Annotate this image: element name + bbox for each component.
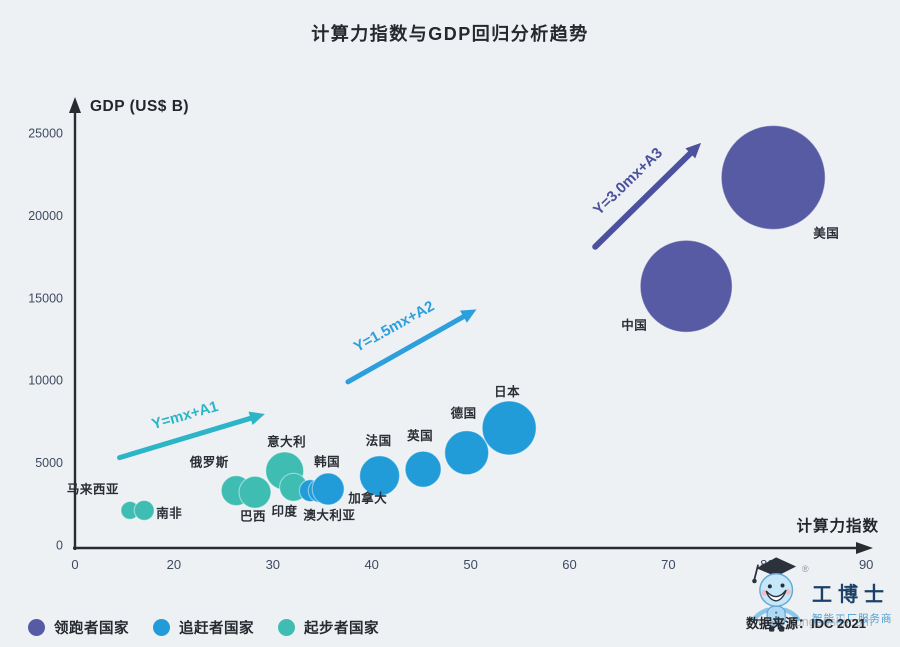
country-label: 澳大利亚 — [303, 508, 355, 523]
country-bubble — [133, 499, 155, 521]
country-bubble — [359, 455, 401, 497]
chaser-category-dot-icon — [153, 619, 170, 636]
country-label: 加拿大 — [347, 491, 387, 506]
trend-arrowhead-icon — [460, 309, 477, 323]
country-bubble — [404, 450, 442, 488]
x-tick-label: 0 — [71, 557, 78, 572]
mascot-eye-left — [767, 584, 772, 589]
country-bubble — [639, 239, 733, 333]
country-bubble — [238, 475, 272, 509]
country-label: 法国 — [366, 433, 392, 448]
country-label: 英国 — [407, 428, 433, 443]
x-tick-label: 40 — [364, 557, 378, 572]
country-label: 马来西亚 — [67, 481, 119, 496]
country-bubble — [720, 124, 826, 231]
country-label: 韩国 — [314, 454, 340, 469]
footer-source: www.gongboshi.com 数据来源：IDC 2021 — [744, 612, 900, 636]
y-tick-label: 20000 — [28, 209, 63, 223]
country-bubble — [444, 430, 490, 476]
tassel-end-icon — [752, 578, 757, 584]
y-tick-label: 25000 — [28, 127, 63, 141]
country-label: 日本 — [494, 384, 520, 399]
mascot-button — [775, 616, 778, 619]
y-tick-label: 15000 — [28, 291, 63, 305]
trend-arrow-label: Y=1.5mx+A2 — [351, 298, 437, 356]
trend-arrowhead-icon — [685, 142, 702, 159]
country-label: 意大利 — [267, 434, 306, 449]
country-label: 印度 — [272, 503, 298, 518]
legend: 领跑者国家 追赶者国家 起步者国家 — [28, 617, 379, 638]
brand-text-block: 工博士 智能工厂服务商 — [812, 578, 900, 626]
graduation-cap-icon — [756, 557, 797, 577]
watermark-url: www.gongboshi.com — [758, 615, 873, 629]
mascot-smile — [765, 589, 787, 602]
brand-tagline: 智能工厂服务商 — [812, 613, 893, 625]
country-label: 中国 — [621, 317, 647, 332]
page-title: 计算力指数与GDP回归分析趋势 — [311, 24, 589, 44]
trend-arrow — [592, 150, 694, 250]
mascot-foot-left — [768, 626, 775, 632]
x-tick-label: 70 — [661, 557, 675, 572]
x-tick-label: 50 — [463, 557, 477, 572]
legend-item-leaders: 领跑者国家 — [28, 617, 129, 638]
brand-name: 工博士 — [812, 582, 890, 606]
y-axis-arrowhead-icon — [69, 97, 81, 113]
country-label: 巴西 — [240, 509, 266, 523]
country-bubble — [311, 472, 345, 506]
y-tick-label: 0 — [56, 539, 63, 553]
x-axis-title: 计算力指数 — [796, 516, 879, 535]
trend-arrowhead-icon — [248, 411, 265, 426]
y-tick-label: 10000 — [28, 374, 63, 388]
x-tick-label: 30 — [266, 557, 280, 572]
mascot-eye-right — [780, 583, 785, 588]
legend-label-starters: 起步者国家 — [304, 621, 379, 637]
tassel-icon — [753, 564, 759, 580]
legend-label-chasers: 追赶者国家 — [179, 621, 254, 637]
x-tick-label: 60 — [562, 557, 576, 572]
mascot-arm-left — [752, 607, 770, 622]
registered-mark: ® — [802, 564, 809, 574]
legend-item-starters: 起步者国家 — [278, 617, 379, 638]
mascot-arm-right — [782, 607, 801, 622]
data-source-text: 数据来源：IDC 2021 — [746, 616, 866, 631]
country-label: 德国 — [451, 406, 477, 421]
mascot-icon — [752, 557, 801, 632]
country-label: 南非 — [156, 505, 182, 520]
x-tick-label: 90 — [859, 557, 873, 572]
country-label: 美国 — [813, 225, 839, 240]
leader-category-dot-icon — [28, 619, 45, 636]
country-bubble — [481, 400, 537, 456]
legend-item-chasers: 追赶者国家 — [153, 617, 254, 638]
legend-label-leaders: 领跑者国家 — [54, 621, 129, 637]
trend-arrow — [345, 314, 466, 385]
country-label: 俄罗斯 — [189, 455, 229, 470]
y-axis-title: GDP (US$ B) — [90, 98, 189, 115]
brand-watermark: ® 工博士 智能工厂服务商 — [746, 554, 900, 644]
trend-arrow — [117, 415, 254, 461]
mascot-button — [775, 620, 778, 623]
x-tick-label: 20 — [167, 557, 181, 572]
y-tick-label: 5000 — [35, 456, 63, 470]
x-axis-arrowhead-icon — [856, 542, 873, 554]
starter-category-dot-icon — [278, 619, 295, 636]
trend-arrow-label: Y=3.0mx+A3 — [590, 144, 666, 218]
trend-arrow-label: Y=mx+A1 — [150, 398, 220, 433]
mascot-button — [775, 611, 778, 614]
mascot-foot-right — [778, 626, 785, 632]
